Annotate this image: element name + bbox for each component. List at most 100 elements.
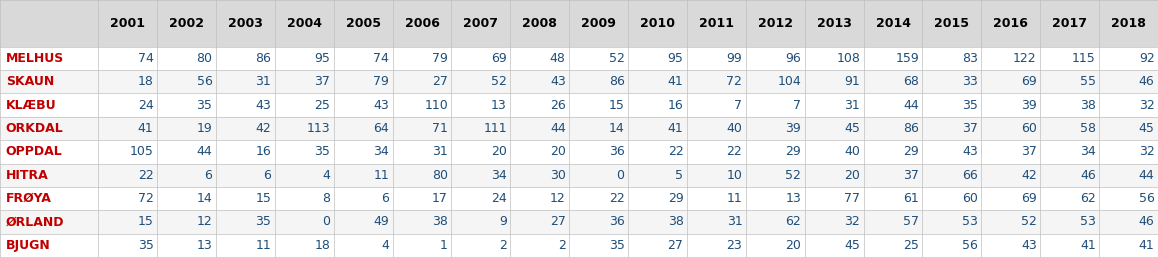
Text: 2005: 2005: [345, 17, 381, 30]
FancyBboxPatch shape: [628, 187, 687, 210]
FancyBboxPatch shape: [0, 70, 98, 94]
FancyBboxPatch shape: [274, 70, 334, 94]
Text: 45: 45: [1138, 122, 1155, 135]
Text: 72: 72: [726, 75, 742, 88]
Text: 79: 79: [432, 52, 448, 65]
Text: 2018: 2018: [1112, 17, 1146, 30]
Text: 52: 52: [609, 52, 624, 65]
FancyBboxPatch shape: [274, 117, 334, 140]
FancyBboxPatch shape: [570, 47, 628, 70]
Text: 69: 69: [1021, 75, 1036, 88]
FancyBboxPatch shape: [215, 234, 274, 257]
Text: 20: 20: [785, 239, 801, 252]
Text: 104: 104: [777, 75, 801, 88]
FancyBboxPatch shape: [334, 140, 393, 163]
Text: 105: 105: [130, 145, 154, 158]
FancyBboxPatch shape: [157, 140, 215, 163]
Text: 46: 46: [1138, 75, 1155, 88]
Text: 58: 58: [1079, 122, 1095, 135]
Text: 2010: 2010: [640, 17, 675, 30]
Text: 43: 43: [1021, 239, 1036, 252]
FancyBboxPatch shape: [628, 0, 687, 47]
FancyBboxPatch shape: [0, 187, 98, 210]
Text: 35: 35: [256, 215, 271, 228]
Text: 69: 69: [491, 52, 507, 65]
Text: 2009: 2009: [581, 17, 616, 30]
FancyBboxPatch shape: [511, 234, 570, 257]
FancyBboxPatch shape: [805, 117, 864, 140]
Text: 22: 22: [609, 192, 624, 205]
Text: 60: 60: [962, 192, 977, 205]
Text: 20: 20: [550, 145, 566, 158]
Text: 46: 46: [1080, 169, 1095, 182]
FancyBboxPatch shape: [393, 70, 452, 94]
Text: 86: 86: [256, 52, 271, 65]
FancyBboxPatch shape: [1040, 140, 1099, 163]
Text: 18: 18: [138, 75, 154, 88]
FancyBboxPatch shape: [215, 210, 274, 234]
FancyBboxPatch shape: [981, 234, 1040, 257]
FancyBboxPatch shape: [98, 163, 157, 187]
FancyBboxPatch shape: [923, 234, 981, 257]
FancyBboxPatch shape: [393, 117, 452, 140]
Text: 41: 41: [668, 122, 683, 135]
FancyBboxPatch shape: [1040, 187, 1099, 210]
Text: 41: 41: [1080, 239, 1095, 252]
FancyBboxPatch shape: [452, 163, 511, 187]
Text: 45: 45: [844, 122, 860, 135]
FancyBboxPatch shape: [805, 140, 864, 163]
Text: 44: 44: [903, 99, 919, 112]
FancyBboxPatch shape: [746, 117, 805, 140]
FancyBboxPatch shape: [393, 0, 452, 47]
FancyBboxPatch shape: [98, 210, 157, 234]
FancyBboxPatch shape: [805, 94, 864, 117]
Text: 52: 52: [491, 75, 507, 88]
Text: 34: 34: [373, 145, 389, 158]
FancyBboxPatch shape: [981, 163, 1040, 187]
FancyBboxPatch shape: [570, 140, 628, 163]
FancyBboxPatch shape: [215, 0, 274, 47]
Text: 10: 10: [726, 169, 742, 182]
Text: 39: 39: [785, 122, 801, 135]
Text: 40: 40: [726, 122, 742, 135]
FancyBboxPatch shape: [1099, 140, 1158, 163]
Text: 79: 79: [373, 75, 389, 88]
Text: 92: 92: [1138, 52, 1155, 65]
FancyBboxPatch shape: [157, 234, 215, 257]
Text: 37: 37: [1021, 145, 1036, 158]
Text: 4: 4: [322, 169, 330, 182]
Text: 15: 15: [138, 215, 154, 228]
FancyBboxPatch shape: [864, 163, 923, 187]
FancyBboxPatch shape: [452, 94, 511, 117]
Text: 38: 38: [668, 215, 683, 228]
Text: 60: 60: [1021, 122, 1036, 135]
FancyBboxPatch shape: [334, 47, 393, 70]
Text: 14: 14: [197, 192, 212, 205]
Text: FRØYA: FRØYA: [6, 192, 52, 205]
FancyBboxPatch shape: [98, 140, 157, 163]
FancyBboxPatch shape: [570, 94, 628, 117]
Text: 41: 41: [138, 122, 154, 135]
Text: 95: 95: [668, 52, 683, 65]
Text: 2011: 2011: [699, 17, 734, 30]
FancyBboxPatch shape: [393, 187, 452, 210]
FancyBboxPatch shape: [157, 117, 215, 140]
FancyBboxPatch shape: [98, 94, 157, 117]
FancyBboxPatch shape: [981, 94, 1040, 117]
FancyBboxPatch shape: [215, 187, 274, 210]
FancyBboxPatch shape: [805, 234, 864, 257]
FancyBboxPatch shape: [628, 210, 687, 234]
FancyBboxPatch shape: [570, 210, 628, 234]
Text: 23: 23: [726, 239, 742, 252]
FancyBboxPatch shape: [157, 163, 215, 187]
FancyBboxPatch shape: [274, 47, 334, 70]
Text: 52: 52: [1021, 215, 1036, 228]
FancyBboxPatch shape: [215, 163, 274, 187]
Text: 2004: 2004: [287, 17, 322, 30]
FancyBboxPatch shape: [157, 70, 215, 94]
FancyBboxPatch shape: [274, 94, 334, 117]
Text: 53: 53: [962, 215, 977, 228]
Text: 72: 72: [138, 192, 154, 205]
FancyBboxPatch shape: [923, 70, 981, 94]
FancyBboxPatch shape: [805, 47, 864, 70]
